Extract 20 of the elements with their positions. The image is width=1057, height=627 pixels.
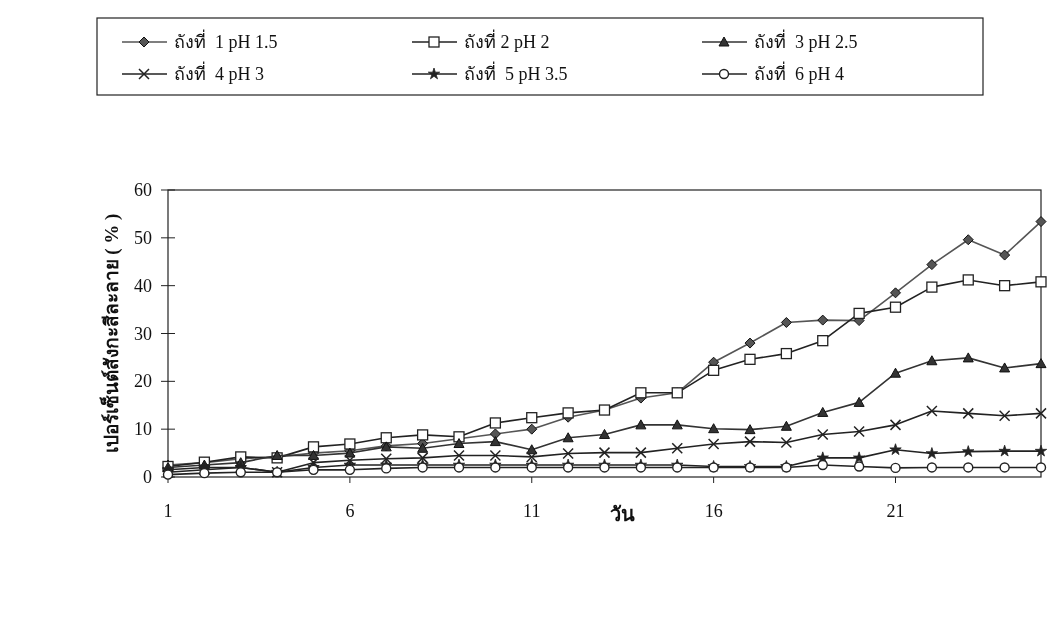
legend-label: ถังที่ 4 pH 3 bbox=[174, 61, 264, 84]
x-axis-title: วัน bbox=[610, 503, 636, 525]
y-tick-label: 40 bbox=[134, 275, 152, 296]
legend-label: ถังที่ 6 pH 4 bbox=[754, 61, 844, 84]
y-axis-title: เปอร์เซ็นต์สังกะสีละลาย ( % ) bbox=[99, 213, 123, 454]
y-tick-label: 30 bbox=[134, 323, 152, 344]
x-tick-label: 11 bbox=[523, 501, 541, 521]
legend-label: ถังที่ 1 pH 1.5 bbox=[174, 29, 278, 52]
y-tick-label: 0 bbox=[143, 467, 152, 487]
x-tick-label: 1 bbox=[163, 501, 173, 521]
legend-label: ถังที่ 2 pH 2 bbox=[464, 29, 550, 52]
x-tick-label: 16 bbox=[704, 501, 723, 521]
y-tick-label: 60 bbox=[134, 180, 152, 200]
y-tick-label: 10 bbox=[134, 419, 152, 440]
x-tick-label: 6 bbox=[345, 501, 355, 521]
y-tick-label: 50 bbox=[134, 227, 152, 248]
legend-label: ถังที่ 5 pH 3.5 bbox=[464, 61, 568, 84]
legend-label: ถังที่ 3 pH 2.5 bbox=[754, 29, 858, 52]
x-tick-label: 21 bbox=[886, 501, 905, 521]
y-tick-label: 20 bbox=[134, 371, 152, 392]
